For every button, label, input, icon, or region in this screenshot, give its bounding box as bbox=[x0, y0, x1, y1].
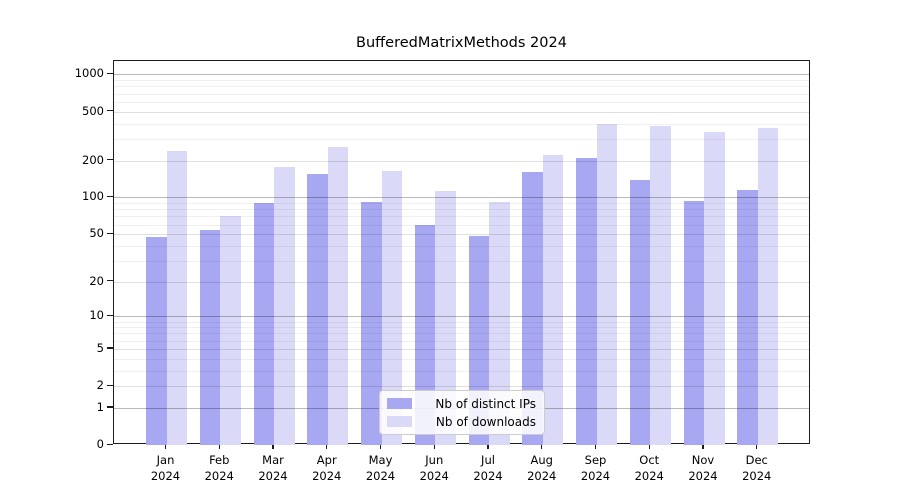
y-tick-mark-500 bbox=[107, 110, 113, 112]
x-tick-mark-mar bbox=[272, 444, 274, 449]
x-tick-mark-oct bbox=[648, 444, 650, 449]
y-tick-label-50: 50 bbox=[89, 226, 104, 241]
bar-jun-2024-distinct-ips bbox=[414, 224, 436, 445]
x-tick-label-oct: Oct 2024 bbox=[634, 453, 664, 483]
x-tick-label-jul: Jul 2024 bbox=[473, 453, 503, 483]
y-tick-mark-1000 bbox=[107, 72, 113, 75]
y-tick-mark-20 bbox=[107, 280, 113, 282]
bar-feb-2024-distinct-ips bbox=[199, 230, 221, 445]
y-tick-label-100: 100 bbox=[82, 189, 104, 204]
y-tick-mark-2 bbox=[107, 384, 113, 386]
y-tick-mark-10 bbox=[107, 314, 113, 317]
bar-mar-2024-downloads bbox=[274, 167, 295, 445]
bar-jan-2024-downloads bbox=[166, 150, 187, 445]
y-tick-mark-50 bbox=[107, 232, 113, 234]
y-tick-label-5: 5 bbox=[96, 340, 104, 355]
y-tick-label-200: 200 bbox=[82, 152, 104, 167]
legend: Nb of distinct IPs Nb of downloads bbox=[379, 390, 545, 435]
x-tick-label-jan: Jan 2024 bbox=[150, 453, 181, 483]
x-tick-label-nov: Nov 2024 bbox=[688, 453, 718, 483]
bar-mar-2024-distinct-ips bbox=[253, 203, 274, 445]
bar-jul-2024-downloads bbox=[489, 202, 510, 445]
bar-jun-2024-downloads bbox=[435, 191, 456, 445]
x-tick-mark-jan bbox=[164, 444, 167, 449]
bar-oct-2024-distinct-ips bbox=[629, 179, 651, 445]
bar-jan-2024-distinct-ips bbox=[146, 237, 167, 445]
x-tick-mark-dec bbox=[756, 444, 758, 449]
legend-swatch-downloads bbox=[387, 416, 412, 427]
bar-nov-2024-distinct-ips bbox=[683, 200, 704, 445]
chart-title: BufferedMatrixMethods 2024 bbox=[356, 35, 567, 51]
legend-swatch-distinct-ips bbox=[387, 398, 412, 409]
bar-may-2024-distinct-ips bbox=[361, 201, 382, 445]
bar-aug-2024-downloads bbox=[542, 155, 564, 445]
x-tick-label-mar: Mar 2024 bbox=[258, 453, 288, 483]
x-tick-label-jun: Jun 2024 bbox=[419, 453, 449, 483]
x-tick-mark-aug bbox=[541, 444, 543, 449]
y-tick-label-10: 10 bbox=[89, 308, 104, 323]
legend-row-downloads: Nb of downloads bbox=[387, 414, 536, 429]
x-tick-label-apr: Apr 2024 bbox=[312, 453, 342, 483]
y-tick-label-20: 20 bbox=[89, 273, 104, 288]
y-tick-mark-100 bbox=[107, 195, 113, 198]
bar-apr-2024-downloads bbox=[327, 147, 349, 445]
bar-apr-2024-distinct-ips bbox=[307, 174, 328, 445]
x-tick-label-aug: Aug 2024 bbox=[527, 453, 557, 483]
bar-aug-2024-distinct-ips bbox=[522, 172, 543, 445]
bar-dec-2024-distinct-ips bbox=[737, 189, 758, 445]
x-tick-label-sep: Sep 2024 bbox=[580, 453, 611, 483]
x-tick-mark-sep bbox=[594, 444, 597, 449]
y-tick-label-500: 500 bbox=[82, 103, 104, 118]
x-tick-mark-jun bbox=[433, 444, 435, 449]
y-tick-label-2: 2 bbox=[96, 378, 104, 393]
bars-layer bbox=[114, 61, 809, 445]
y-tick-label-1: 1 bbox=[96, 399, 104, 414]
y-tick-mark-5 bbox=[107, 347, 113, 349]
y-tick-label-0: 0 bbox=[96, 437, 104, 451]
x-tick-label-feb: Feb 2024 bbox=[204, 453, 234, 483]
x-tick-mark-apr bbox=[326, 444, 328, 449]
bar-sep-2024-downloads bbox=[596, 123, 617, 445]
legend-label-distinct-ips: Nb of distinct IPs bbox=[435, 396, 536, 411]
legend-row-distinct-ips: Nb of distinct IPs bbox=[387, 396, 536, 411]
bar-sep-2024-distinct-ips bbox=[576, 157, 597, 445]
x-tick-mark-jul bbox=[487, 444, 489, 449]
bar-dec-2024-downloads bbox=[757, 128, 779, 445]
x-tick-mark-nov bbox=[702, 444, 704, 449]
x-tick-mark-feb bbox=[218, 444, 220, 449]
plot-area bbox=[113, 60, 810, 445]
bar-nov-2024-downloads bbox=[704, 132, 725, 445]
x-tick-label-dec: Dec 2024 bbox=[742, 453, 772, 483]
x-tick-label-may: May 2024 bbox=[365, 453, 396, 483]
y-tick-mark-0 bbox=[107, 443, 113, 445]
bar-oct-2024-downloads bbox=[650, 125, 671, 445]
bar-feb-2024-downloads bbox=[220, 216, 241, 445]
y-tick-mark-1 bbox=[107, 406, 113, 408]
x-tick-mark-may bbox=[379, 444, 382, 449]
bar-may-2024-downloads bbox=[381, 170, 402, 445]
legend-label-downloads: Nb of downloads bbox=[435, 414, 536, 429]
y-tick-mark-200 bbox=[107, 159, 113, 161]
y-tick-label-1000: 1000 bbox=[74, 66, 104, 81]
